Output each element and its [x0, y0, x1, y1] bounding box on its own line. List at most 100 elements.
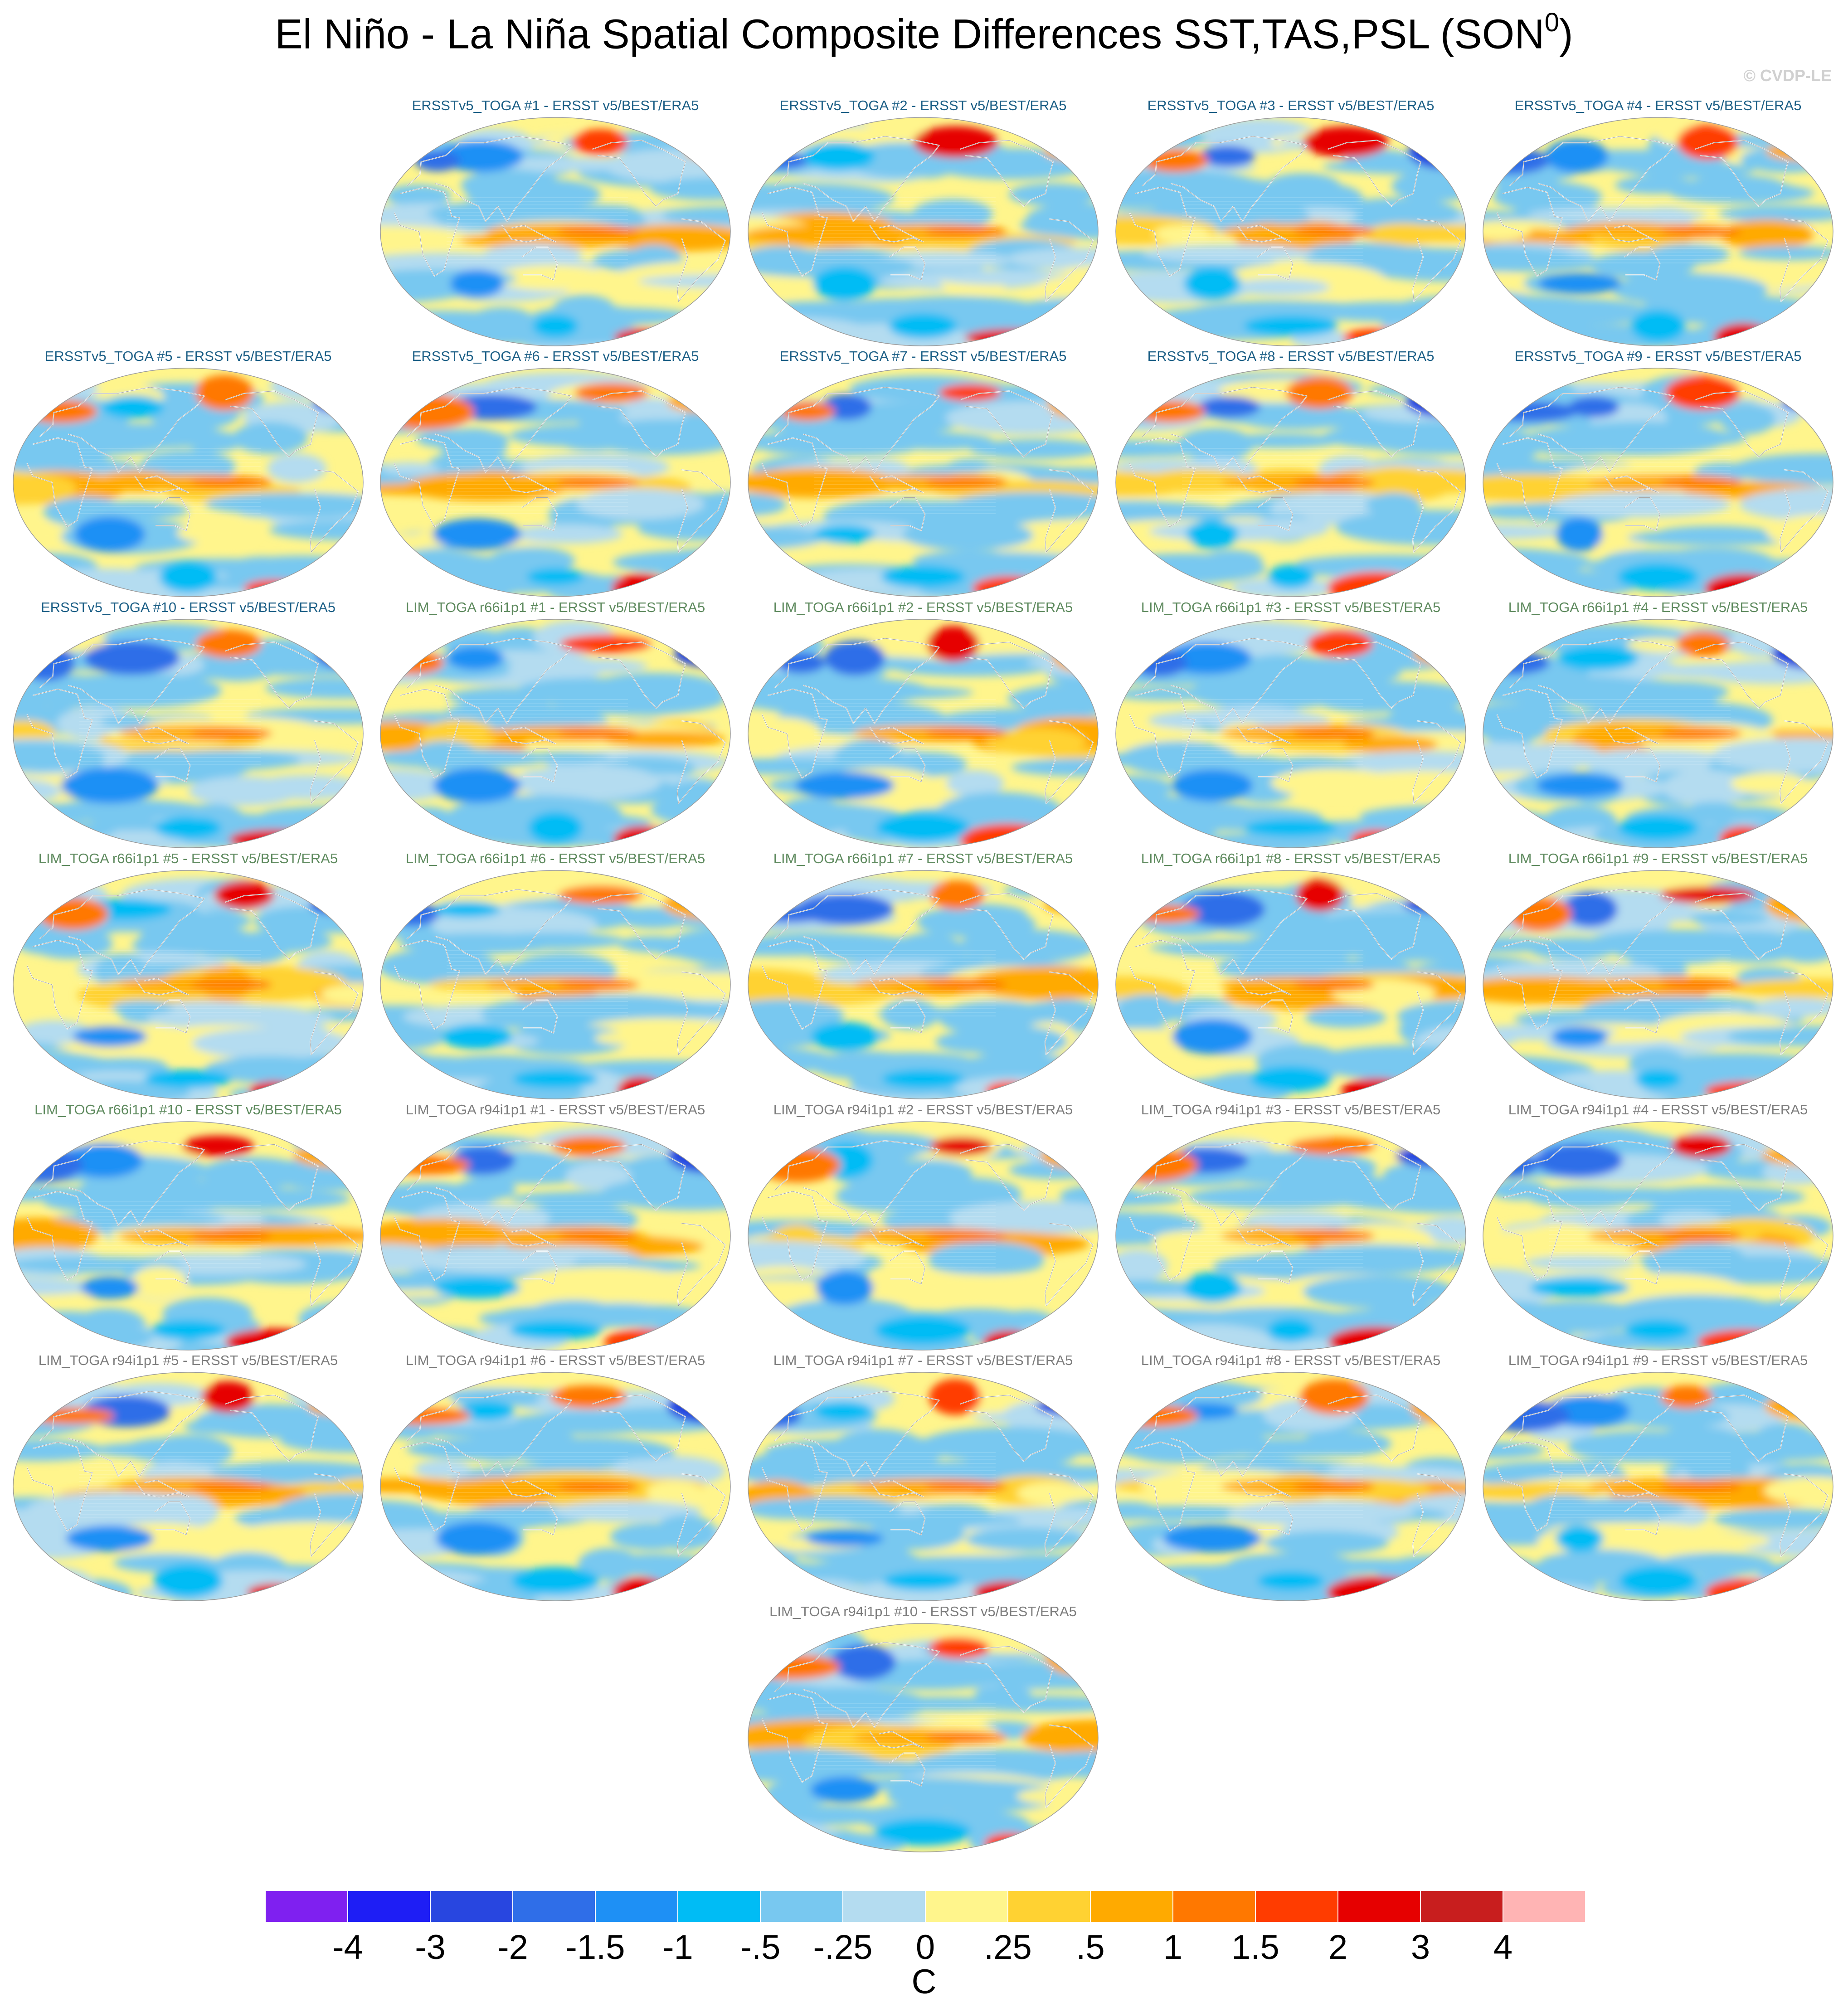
colorbar-tick-label: -.5	[740, 1928, 781, 1967]
colorbar-tick-label: -1	[662, 1928, 693, 1967]
colorbar-tick-label: .5	[1076, 1928, 1105, 1967]
title-text: El Niño - La Niña Spatial Composite Diff…	[275, 11, 1545, 58]
colorbar-tick-label: -1.5	[565, 1928, 625, 1967]
panel-title: LIM_TOGA r66i1p1 #4 - ERSST v5/BEST/ERA5	[1508, 599, 1808, 615]
map-plot	[1483, 368, 1833, 597]
map-panel: LIM_TOGA r66i1p1 #1 - ERSST v5/BEST/ERA5	[372, 599, 739, 853]
map-panel: LIM_TOGA r66i1p1 #10 - ERSST v5/BEST/ERA…	[5, 1102, 372, 1356]
panel-title: LIM_TOGA r66i1p1 #9 - ERSST v5/BEST/ERA5	[1508, 850, 1808, 866]
colorbar-swatch	[1420, 1890, 1503, 1922]
panel-title: LIM_TOGA r94i1p1 #8 - ERSST v5/BEST/ERA5	[1141, 1352, 1441, 1368]
map-panel: LIM_TOGA r94i1p1 #9 - ERSST v5/BEST/ERA5	[1474, 1352, 1842, 1606]
map-panel: LIM_TOGA r94i1p1 #7 - ERSST v5/BEST/ERA5	[739, 1352, 1107, 1606]
panel-title: LIM_TOGA r94i1p1 #6 - ERSST v5/BEST/ERA5	[405, 1352, 705, 1368]
map-panel: ERSSTv5_TOGA #9 - ERSST v5/BEST/ERA5	[1474, 348, 1842, 602]
colorbar-tick-label: -.25	[813, 1928, 873, 1967]
panel-title: ERSSTv5_TOGA #1 - ERSST v5/BEST/ERA5	[412, 97, 699, 113]
colorbar-swatch	[513, 1890, 595, 1922]
map-plot	[748, 1623, 1099, 1852]
map-plot	[1483, 1372, 1833, 1601]
panel-title: ERSSTv5_TOGA #2 - ERSST v5/BEST/ERA5	[779, 97, 1067, 113]
map-plot	[1115, 1372, 1466, 1601]
map-plot	[380, 619, 731, 848]
panel-title: ERSSTv5_TOGA #8 - ERSST v5/BEST/ERA5	[1147, 348, 1435, 364]
colorbar-tick-label: .25	[984, 1928, 1032, 1967]
colorbar-tick-label: 1	[1163, 1928, 1183, 1967]
map-plot	[748, 870, 1099, 1099]
colorbar-tick-label: 1.5	[1231, 1928, 1279, 1967]
map-plot	[1483, 870, 1833, 1099]
panel-title: LIM_TOGA r94i1p1 #9 - ERSST v5/BEST/ERA5	[1508, 1352, 1808, 1368]
colorbar-swatch	[265, 1890, 348, 1922]
panel-title: LIM_TOGA r66i1p1 #1 - ERSST v5/BEST/ERA5	[405, 599, 705, 615]
watermark: © CVDP-LE	[1743, 66, 1832, 85]
map-panel: LIM_TOGA r66i1p1 #7 - ERSST v5/BEST/ERA5	[739, 850, 1107, 1104]
map-panel: LIM_TOGA r94i1p1 #5 - ERSST v5/BEST/ERA5	[5, 1352, 372, 1606]
map-plot	[1483, 117, 1833, 346]
map-plot	[1115, 870, 1466, 1099]
map-plot	[380, 1121, 731, 1351]
map-plot	[13, 368, 364, 597]
map-plot	[1483, 619, 1833, 848]
colorbar-swatch	[1090, 1890, 1173, 1922]
map-panel: LIM_TOGA r94i1p1 #4 - ERSST v5/BEST/ERA5	[1474, 1102, 1842, 1356]
map-panel: LIM_TOGA r66i1p1 #3 - ERSST v5/BEST/ERA5	[1107, 599, 1474, 853]
map-panel: LIM_TOGA r94i1p1 #3 - ERSST v5/BEST/ERA5	[1107, 1102, 1474, 1356]
panel-title: ERSSTv5_TOGA #3 - ERSST v5/BEST/ERA5	[1147, 97, 1435, 113]
map-plot	[1115, 117, 1466, 346]
panel-title: LIM_TOGA r66i1p1 #2 - ERSST v5/BEST/ERA5	[773, 599, 1073, 615]
panel-title: LIM_TOGA r94i1p1 #5 - ERSST v5/BEST/ERA5	[38, 1352, 338, 1368]
map-panel: LIM_TOGA r66i1p1 #2 - ERSST v5/BEST/ERA5	[739, 599, 1107, 853]
colorbar-swatch	[1255, 1890, 1338, 1922]
colorbar-tick-label: -2	[497, 1928, 528, 1967]
map-panel: LIM_TOGA r66i1p1 #8 - ERSST v5/BEST/ERA5	[1107, 850, 1474, 1104]
colorbar-tick-label: 2	[1328, 1928, 1348, 1967]
panel-title: LIM_TOGA r94i1p1 #2 - ERSST v5/BEST/ERA5	[773, 1102, 1073, 1118]
colorbar-swatch	[760, 1890, 843, 1922]
map-panel: ERSSTv5_TOGA #6 - ERSST v5/BEST/ERA5	[372, 348, 739, 602]
panel-title: ERSSTv5_TOGA #7 - ERSST v5/BEST/ERA5	[779, 348, 1067, 364]
map-panel: ERSSTv5_TOGA #5 - ERSST v5/BEST/ERA5	[5, 348, 372, 602]
colorbar-swatch	[348, 1890, 430, 1922]
map-panel: LIM_TOGA r94i1p1 #6 - ERSST v5/BEST/ERA5	[372, 1352, 739, 1606]
colorbar-tick-label: -3	[415, 1928, 446, 1967]
panel-title: LIM_TOGA r94i1p1 #4 - ERSST v5/BEST/ERA5	[1508, 1102, 1808, 1118]
title-close: )	[1559, 11, 1573, 58]
panel-title: ERSSTv5_TOGA #9 - ERSST v5/BEST/ERA5	[1514, 348, 1802, 364]
map-plot	[1115, 1121, 1466, 1351]
colorbar-swatch	[678, 1890, 760, 1922]
map-panel: LIM_TOGA r94i1p1 #2 - ERSST v5/BEST/ERA5	[739, 1102, 1107, 1356]
map-panel-grid: ERSSTv5_TOGA #1 - ERSST v5/BEST/ERA5 ERSS…	[5, 97, 1842, 1857]
panel-title: ERSSTv5_TOGA #4 - ERSST v5/BEST/ERA5	[1514, 97, 1802, 113]
map-panel: LIM_TOGA r94i1p1 #10 - ERSST v5/BEST/ERA…	[739, 1604, 1107, 1857]
colorbar-tick-label: 4	[1493, 1928, 1513, 1967]
map-plot	[748, 368, 1099, 597]
map-plot	[13, 619, 364, 848]
panel-title: LIM_TOGA r94i1p1 #1 - ERSST v5/BEST/ERA5	[405, 1102, 705, 1118]
map-plot	[748, 117, 1099, 346]
panel-title: LIM_TOGA r66i1p1 #6 - ERSST v5/BEST/ERA5	[405, 850, 705, 866]
map-plot	[1115, 619, 1466, 848]
panel-title: LIM_TOGA r94i1p1 #10 - ERSST v5/BEST/ERA…	[769, 1604, 1077, 1619]
panel-title: ERSSTv5_TOGA #6 - ERSST v5/BEST/ERA5	[412, 348, 699, 364]
colorbar-units: C	[911, 1963, 937, 2001]
colorbar-swatch	[430, 1890, 513, 1922]
panel-title: LIM_TOGA r94i1p1 #7 - ERSST v5/BEST/ERA5	[773, 1352, 1073, 1368]
colorbar-swatch	[1008, 1890, 1090, 1922]
map-panel: LIM_TOGA r94i1p1 #8 - ERSST v5/BEST/ERA5	[1107, 1352, 1474, 1606]
map-plot	[748, 619, 1099, 848]
map-panel: LIM_TOGA r66i1p1 #6 - ERSST v5/BEST/ERA5	[372, 850, 739, 1104]
map-panel: ERSSTv5_TOGA #2 - ERSST v5/BEST/ERA5	[739, 97, 1107, 351]
map-panel: LIM_TOGA r66i1p1 #5 - ERSST v5/BEST/ERA5	[5, 850, 372, 1104]
map-plot	[13, 870, 364, 1099]
map-plot	[380, 1372, 731, 1601]
map-plot	[748, 1372, 1099, 1601]
map-plot	[380, 870, 731, 1099]
title-superscript: 0	[1544, 8, 1559, 37]
panel-title: ERSSTv5_TOGA #10 - ERSST v5/BEST/ERA5	[40, 599, 336, 615]
map-panel: LIM_TOGA r94i1p1 #1 - ERSST v5/BEST/ERA5	[372, 1102, 739, 1356]
colorbar-tick-label: 3	[1410, 1928, 1430, 1967]
map-panel: ERSSTv5_TOGA #7 - ERSST v5/BEST/ERA5	[739, 348, 1107, 602]
map-plot	[380, 368, 731, 597]
panel-title: LIM_TOGA r66i1p1 #5 - ERSST v5/BEST/ERA5	[38, 850, 338, 866]
